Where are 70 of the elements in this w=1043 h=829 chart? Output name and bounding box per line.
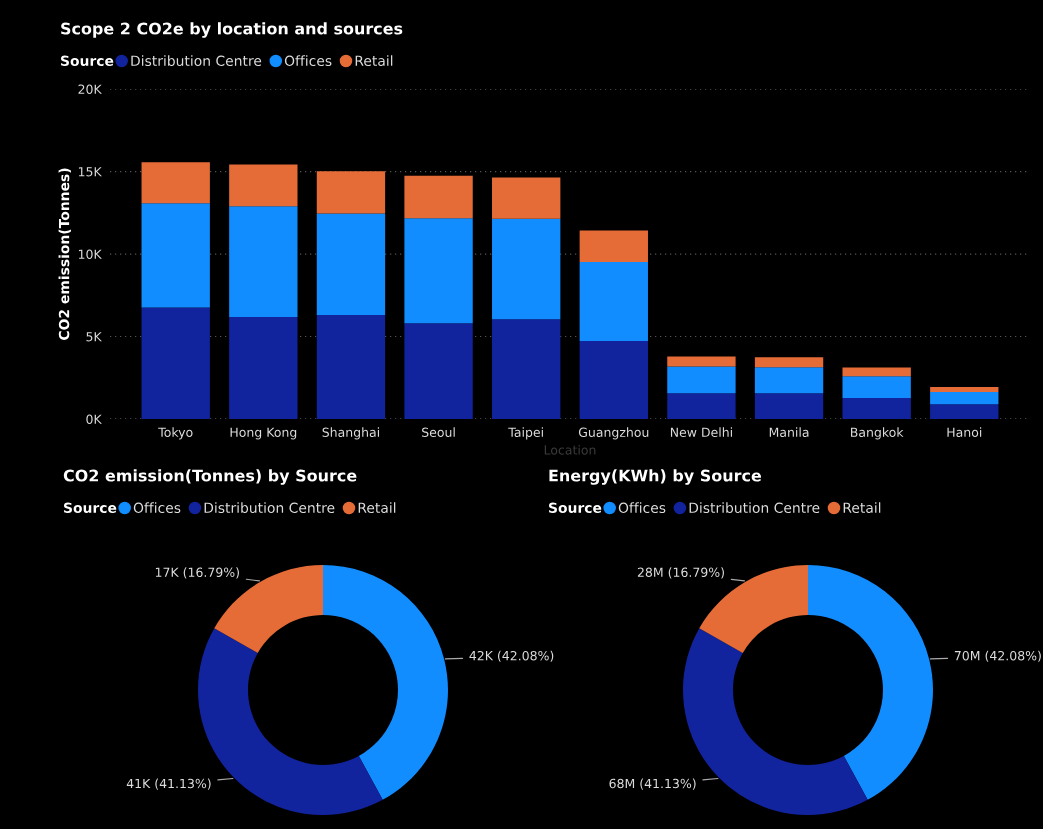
x-tick-label: Hanoi [947, 427, 982, 438]
x-tick-label: Tokyo [158, 427, 193, 440]
data-label: 41K (41.13%) [126, 778, 211, 790]
legend-label: Retail [355, 55, 393, 67]
legend-title: Source [64, 502, 117, 514]
data-label: 28M (16.79%) [637, 567, 724, 579]
x-tick-label: Seoul [422, 427, 455, 438]
y-tick-label: 20K [78, 84, 102, 94]
legend-title: Source [549, 502, 602, 514]
bar [930, 391, 999, 405]
legend-title: Source [61, 55, 114, 67]
bar [492, 319, 561, 419]
bar [667, 356, 736, 367]
y-tick-label: 5K [86, 332, 102, 342]
bar [930, 404, 999, 419]
bar [229, 206, 298, 318]
y-tick-label: 0K [86, 414, 102, 424]
bar [404, 175, 473, 219]
x-tick-label: Taipei [508, 427, 543, 440]
donut-slice [323, 565, 448, 800]
bar [579, 341, 648, 419]
legend-label: Distribution Centre [131, 55, 262, 67]
legend-label: Offices [618, 502, 666, 514]
chart-title: Scope 2 CO2e by location and sources [61, 22, 403, 38]
donut-slice [808, 565, 933, 800]
bar [667, 366, 736, 394]
x-tick-label: Manila [769, 427, 809, 438]
data-label: 70M (42.08%) [954, 650, 1041, 662]
bar [842, 367, 911, 377]
y-axis-title: CO2 emission(Tonnes) [58, 168, 71, 340]
chart-title: CO2 emission(Tonnes) by Source [63, 469, 357, 485]
bar [141, 162, 210, 204]
bar [229, 164, 298, 207]
legend-label: Retail [843, 502, 881, 514]
data-label: 42K (42.08%) [469, 650, 554, 662]
bar [316, 213, 386, 315]
x-tick-label: Shanghai [322, 427, 379, 440]
x-tick-label: Guangzhou [578, 427, 649, 440]
bar [141, 307, 210, 419]
legend-label: Distribution Centre [689, 502, 820, 514]
x-tick-label: Bangkok [851, 427, 904, 440]
data-label: 17K (16.79%) [155, 567, 239, 579]
bar [316, 314, 386, 419]
bar [754, 367, 824, 394]
bar [579, 262, 648, 342]
x-axis-title: Location [544, 444, 596, 455]
y-tick-label: 10K [78, 249, 102, 259]
bar [404, 323, 473, 419]
bar [229, 317, 298, 419]
bar [930, 386, 999, 392]
bar [492, 218, 561, 320]
bar [492, 177, 561, 219]
bar [842, 397, 911, 419]
bar [404, 218, 473, 324]
bar [842, 376, 911, 398]
bar [141, 203, 210, 308]
data-label: 68M (41.13%) [609, 778, 696, 790]
legend-label: Retail [358, 502, 396, 514]
bar [667, 393, 736, 419]
bar [579, 230, 648, 263]
x-tick-label: Hong Kong [230, 427, 297, 440]
legend-label: Distribution Centre [204, 502, 335, 514]
chart-title: Energy(KWh) by Source [549, 469, 762, 485]
bar [754, 393, 824, 419]
bar [754, 357, 824, 368]
y-tick-label: 15K [78, 167, 102, 177]
legend-label: Offices [133, 502, 181, 514]
legend-label: Offices [284, 55, 332, 67]
x-tick-label: New Delhi [670, 427, 732, 438]
bar [316, 171, 386, 214]
